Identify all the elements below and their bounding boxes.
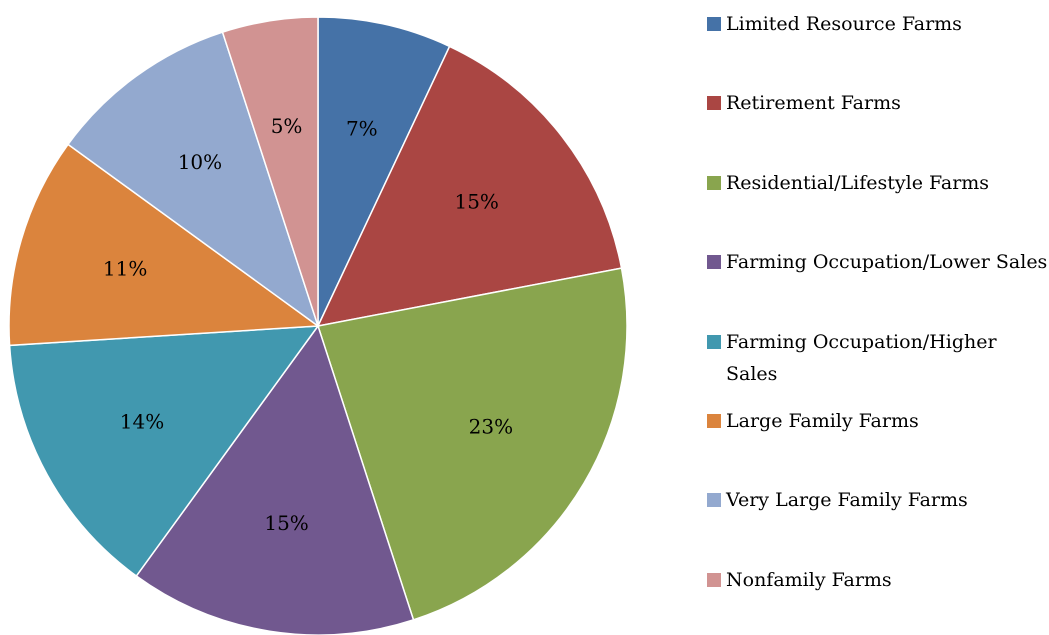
pie-slice — [317, 267, 628, 621]
pie-slice — [8, 143, 321, 347]
legend-label: Farming Occupation/Lower Sales — [726, 251, 1048, 274]
data-label: 10% — [178, 150, 222, 174]
data-label: 15% — [454, 189, 498, 213]
pie-slice — [135, 324, 415, 635]
legend-item: Large Family Farms — [707, 405, 1049, 437]
pie-area: 7% 15% 23% 15% 14% 11% 10% 5% — [8, 16, 628, 635]
legend-item: Residential/Lifestyle Farms — [707, 167, 1049, 199]
legend: Limited Resource Farms Retirement Farms Re… — [707, 0, 1049, 635]
legend-swatch — [707, 493, 721, 508]
data-label: 5% — [271, 114, 303, 138]
legend-label: Nonfamily Farms — [726, 568, 892, 591]
data-label: 7% — [346, 116, 378, 140]
legend-item: Very Large Family Farms — [707, 484, 1049, 516]
pie-slice — [8, 325, 320, 578]
data-label: 15% — [264, 511, 308, 535]
legend-item: Farming Occupation/Higher Sales — [707, 326, 1049, 390]
legend-swatch — [707, 96, 721, 111]
legend-swatch — [707, 17, 721, 31]
legend-label: Very Large Family Farms — [726, 489, 968, 512]
pie-slice — [221, 16, 319, 327]
data-label: 14% — [120, 409, 164, 433]
legend-item: Farming Occupation/Lower Sales — [707, 246, 1049, 278]
legend-item: Nonfamily Farms — [707, 564, 1049, 596]
legend-label: Limited Resource Farms — [726, 13, 962, 35]
legend-swatch — [707, 175, 721, 190]
legend-label: Large Family Farms — [726, 410, 919, 432]
legend-item: Retirement Farms — [707, 87, 1049, 119]
legend-item: Limited Resource Farms — [707, 8, 1049, 40]
legend-label: Retirement Farms — [726, 92, 901, 115]
legend-swatch — [707, 572, 721, 587]
data-label: 11% — [103, 256, 147, 280]
pie-slice — [316, 45, 623, 328]
data-label: 23% — [469, 415, 513, 439]
pie-slice — [66, 31, 320, 328]
legend-label: Residential/Lifestyle Farms — [726, 171, 990, 194]
legend-label: Farming Occupation/Higher Sales — [726, 330, 997, 385]
legend-swatch — [707, 414, 721, 428]
pie-slice — [317, 16, 451, 327]
legend-swatch — [707, 334, 721, 349]
legend-swatch — [707, 255, 721, 270]
